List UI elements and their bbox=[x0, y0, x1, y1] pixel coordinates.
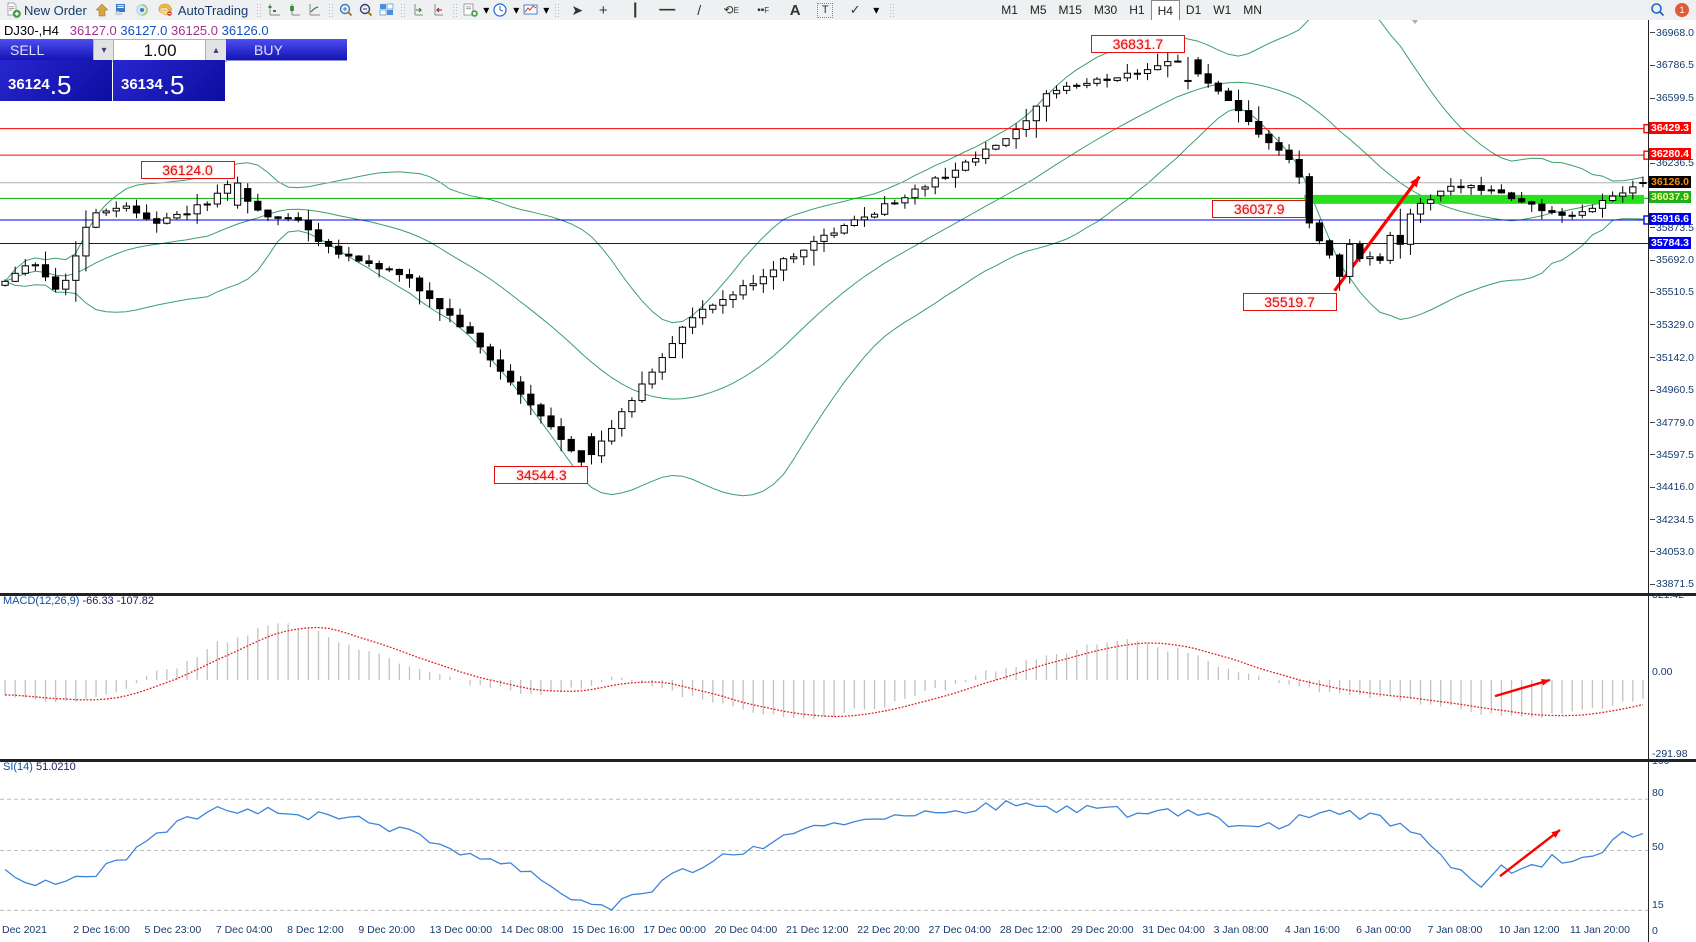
svg-text:1: 1 bbox=[1679, 5, 1684, 15]
